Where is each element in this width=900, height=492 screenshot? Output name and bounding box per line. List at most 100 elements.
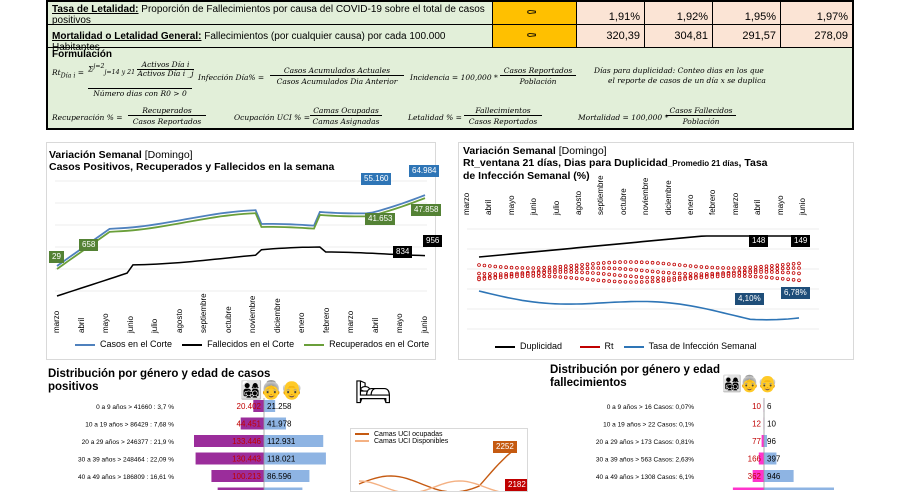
- indicators-panel: Tasa de Letalidad: Proporción de Falleci…: [46, 0, 854, 130]
- month-tick: septiembre: [199, 293, 208, 333]
- data-label: 956: [423, 235, 442, 247]
- data-label: 149: [791, 235, 810, 247]
- rt-point: [678, 264, 681, 267]
- rt-point: [526, 267, 529, 270]
- rt-point: [743, 266, 746, 269]
- male-value: 96: [767, 437, 776, 446]
- rt-point: [624, 281, 627, 284]
- virus-coffin-icon: ⚰: [492, 2, 577, 24]
- rt-point: [733, 275, 736, 278]
- rt-point: [722, 275, 725, 278]
- female-value: 77: [752, 437, 761, 446]
- value-cell: 278,09: [780, 25, 852, 47]
- rt-point: [673, 272, 676, 275]
- female-value: 130.443: [232, 455, 261, 464]
- rt-point: [743, 271, 746, 274]
- month-tick: marzo: [346, 311, 355, 333]
- female-value: 10: [752, 402, 761, 411]
- rt-point: [695, 265, 698, 268]
- age-label: 20 a 29 años > 173 Casos: 0,81%: [596, 439, 694, 446]
- rt-point: [792, 267, 795, 270]
- male-value: 112.931: [267, 437, 296, 446]
- duplicity-text-1: Días para duplicidad: Conteo dias en los…: [594, 66, 764, 75]
- rt-point: [613, 267, 616, 270]
- rt-point: [738, 275, 741, 278]
- rt-point: [559, 276, 562, 279]
- data-label: 2252: [493, 441, 517, 453]
- rt-point: [591, 272, 594, 275]
- rt-point: [776, 271, 779, 274]
- rt-denominator: Número dias con R0 > 0: [88, 88, 192, 98]
- rt-point: [765, 276, 768, 279]
- rt-point: [537, 267, 540, 270]
- month-tick: noviembre: [248, 296, 257, 333]
- rt-point: [494, 265, 497, 268]
- rt-point: [760, 271, 763, 274]
- rt-point: [494, 273, 497, 276]
- duplicity-text-2: el reporte de casos de un día x se dupli…: [608, 76, 766, 85]
- rt-point: [689, 277, 692, 280]
- rt-point: [516, 266, 519, 269]
- rt-point: [770, 276, 773, 279]
- rt-point: [559, 271, 562, 274]
- month-tick: febrero: [708, 190, 717, 215]
- icu-occupied-line: [359, 449, 515, 491]
- rt-point: [711, 275, 714, 278]
- rt-point: [792, 278, 795, 281]
- rt-point: [673, 263, 676, 266]
- month-tick: mayo: [395, 313, 404, 333]
- rt-point: [705, 266, 708, 269]
- month-tick: junio: [798, 198, 807, 215]
- rt-formula: RtDía i =: [52, 68, 84, 80]
- lethality-label: Tasa de Letalidad: Proporción de Falleci…: [52, 4, 492, 26]
- rt-point: [613, 280, 616, 283]
- data-label: 4,10%: [735, 293, 764, 305]
- female-value: 362: [748, 472, 762, 481]
- rt-point: [532, 267, 535, 270]
- rt-point: [733, 267, 736, 270]
- male-value: 6: [767, 402, 772, 411]
- rt-point: [575, 277, 578, 280]
- mortality-row: Mortalidad o Letalidad General: Fallecim…: [48, 25, 852, 48]
- rt-point: [711, 266, 714, 269]
- rt-point: [532, 275, 535, 278]
- month-tick: junio: [529, 198, 538, 215]
- rt-point: [700, 276, 703, 279]
- rt-point: [646, 280, 649, 283]
- rt-point: [608, 273, 611, 276]
- rt-point: [640, 281, 643, 284]
- rt-point: [646, 276, 649, 279]
- rt-point: [608, 267, 611, 270]
- right-chart-panel: Variación Semanal [Domingo] Rt_ventana 2…: [458, 142, 854, 360]
- rt-point: [798, 272, 801, 275]
- rt-point: [548, 271, 551, 274]
- month-tick: septiembre: [596, 175, 605, 215]
- rt-point: [570, 276, 573, 279]
- rt-point: [483, 264, 486, 267]
- rt-point: [792, 272, 795, 275]
- incidence-label: Incidencia = 100,000 *: [410, 73, 498, 82]
- value-cell: 1,95%: [712, 2, 780, 24]
- male-value: 21.258: [267, 402, 292, 411]
- rt-point: [727, 275, 730, 278]
- rt-point: [662, 279, 665, 282]
- age-label: 30 a 39 años > 248464 : 22,09 %: [78, 457, 174, 464]
- month-tick: abril: [371, 318, 380, 333]
- rt-point: [787, 271, 790, 274]
- rt-point: [548, 275, 551, 278]
- rt-point: [602, 267, 605, 270]
- recuperados-series-line: [57, 198, 425, 269]
- rt-point: [548, 266, 551, 269]
- rt-point: [494, 277, 497, 280]
- rt-point: [646, 270, 649, 273]
- rt-point: [619, 267, 622, 270]
- rt-point: [554, 266, 557, 269]
- rt-point: [770, 264, 773, 267]
- left-chart-panel: Variación Semanal [Domingo] Casos Positi…: [46, 142, 436, 360]
- rt-point: [575, 271, 578, 274]
- rt-point: [657, 277, 660, 280]
- lethality-f-den: Casos Reportados: [464, 117, 542, 126]
- rt-point: [554, 271, 557, 274]
